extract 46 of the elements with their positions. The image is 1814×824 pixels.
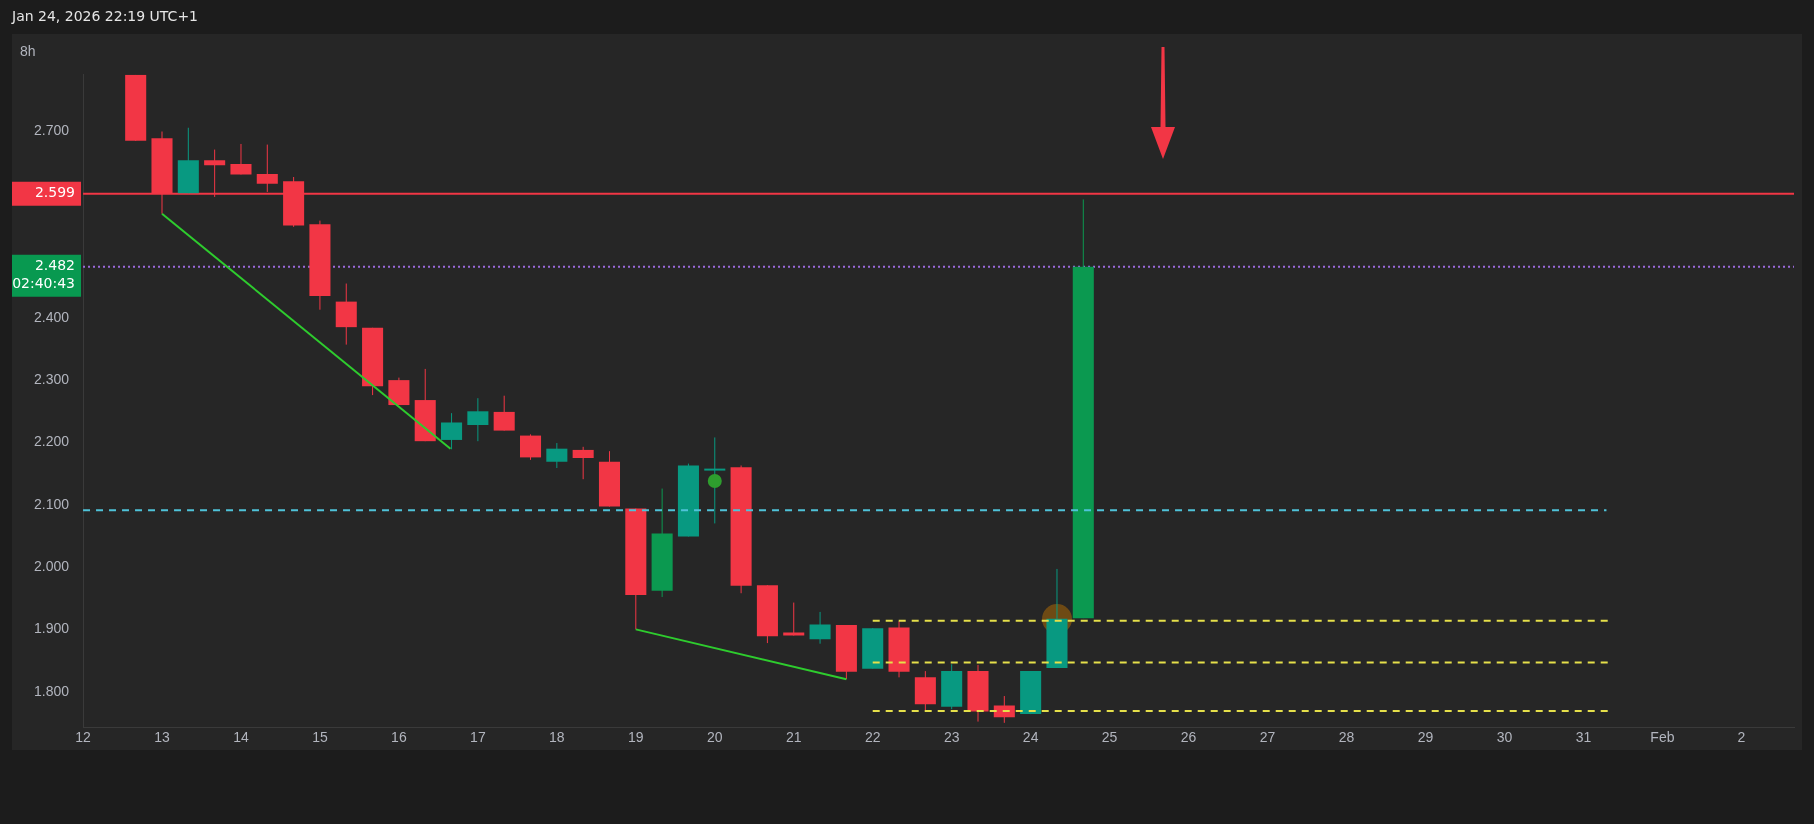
- ref-line-label: 2.482: [34, 257, 76, 274]
- chart-title: 8h: [20, 43, 36, 60]
- y-tick-label: 2.200: [33, 433, 70, 450]
- x-tick-label: Feb: [1650, 729, 1675, 746]
- x-tick-label: 20: [706, 729, 723, 746]
- ref-line-label: 2.599: [34, 184, 76, 201]
- candlestick: [704, 436, 726, 524]
- candlestick: [467, 397, 489, 442]
- candlestick: [519, 433, 542, 461]
- x-tick-label: 23: [943, 729, 960, 746]
- x-tick-label: 14: [233, 729, 249, 746]
- x-tick-label: 16: [391, 729, 407, 746]
- y-tick-label: 2.300: [33, 370, 70, 387]
- x-tick-label: 31: [1575, 729, 1592, 746]
- x-tick-label: 19: [628, 729, 644, 746]
- candlestick: [809, 611, 831, 645]
- x-tick-label: 12: [75, 729, 92, 746]
- y-tick-label: 2.400: [33, 308, 70, 325]
- candlestick: [546, 442, 568, 469]
- x-tick-label: 28: [1338, 729, 1355, 746]
- x-tick-label: 18: [549, 729, 565, 746]
- text: Jan 24, 2026 22:19 UTC+1: [12, 8, 199, 24]
- candlestick: [993, 695, 1015, 724]
- y-tick-label: 2.700: [33, 121, 70, 138]
- y-tick-label: 2.000: [33, 557, 70, 574]
- x-tick-label: 30: [1496, 729, 1513, 746]
- candlestick: [783, 602, 805, 637]
- candlestick: [572, 446, 594, 480]
- x-tick-label: 22: [864, 729, 881, 746]
- x-tick-label: 17: [470, 729, 486, 746]
- text: 02:40:43: [12, 275, 76, 292]
- x-tick-label: 13: [154, 729, 170, 746]
- x-tick-label: 29: [1417, 729, 1434, 746]
- x-tick-label: 21: [785, 729, 802, 746]
- x-tick-label: 27: [1259, 729, 1276, 746]
- candlestick: [230, 143, 252, 175]
- y-tick-label: 1.900: [33, 620, 70, 637]
- y-tick-label: 1.800: [33, 682, 70, 699]
- candlestick: [493, 395, 515, 432]
- x-tick-label: 2: [1737, 729, 1746, 746]
- x-tick-label: 15: [312, 729, 328, 746]
- y-tick-label: 2.100: [33, 495, 70, 512]
- candlestick: [441, 412, 463, 450]
- x-tick-label: 24: [1022, 729, 1039, 746]
- x-tick-label: 25: [1101, 729, 1118, 746]
- x-tick-label: 26: [1180, 729, 1197, 746]
